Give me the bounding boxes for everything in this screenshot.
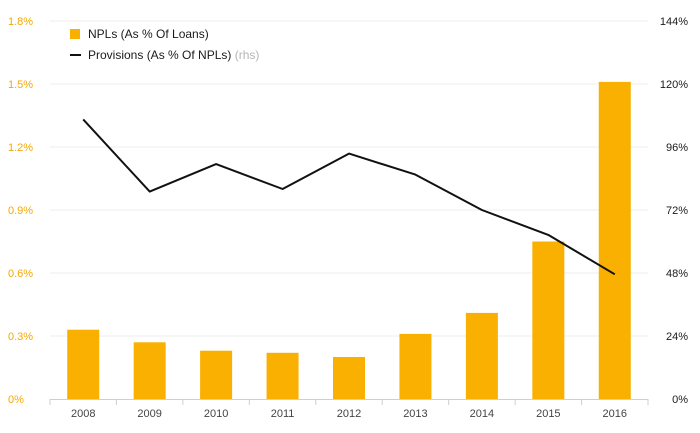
x-axis: 2008 2009 2010 2011 2012 2013 2014 2015 2016	[49, 399, 649, 420]
legend-swatch-npls	[70, 29, 80, 39]
y-left-tick-label: 1.5%	[8, 79, 33, 91]
y-axis-left: 0% 0.3% 0.6% 0.9% 1.2% 1.5% 1.8%	[8, 16, 33, 406]
bar-2014	[465, 312, 498, 399]
line-series	[82, 118, 616, 276]
y-right-tick-label: 0%	[672, 394, 688, 406]
legend-label-provisions-name: Provisions (As % Of NPLs)	[88, 48, 231, 62]
bar-series	[67, 81, 631, 400]
bar-2008	[67, 329, 100, 399]
legend-label-npls: NPLs (As % Of Loans)	[88, 27, 209, 41]
x-tick-label: 2013	[403, 408, 427, 420]
bar-2009	[133, 342, 166, 399]
x-tick-label: 2015	[536, 408, 560, 420]
y-left-tick-label: 1.2%	[8, 142, 33, 154]
provisions-line	[82, 118, 616, 276]
y-axis-right: 0% 24% 48% 72% 96% 120% 144%	[660, 16, 688, 406]
legend-label-provisions: Provisions (As % Of NPLs) (rhs)	[88, 48, 259, 62]
y-right-tick-label: 72%	[666, 205, 688, 217]
y-left-tick-label: 0.9%	[8, 205, 33, 217]
y-left-tick-label: 0.3%	[8, 331, 33, 343]
x-tick-label: 2014	[470, 408, 494, 420]
x-tick-label: 2010	[204, 408, 228, 420]
bar-2015	[532, 241, 565, 399]
x-tick-label: 2011	[271, 408, 295, 420]
bar-2016	[598, 81, 631, 400]
legend: NPLs (As % Of Loans) Provisions (As % Of…	[70, 27, 259, 62]
y-right-tick-label: 144%	[660, 16, 688, 28]
y-right-tick-label: 96%	[666, 142, 688, 154]
bar-2013	[399, 333, 432, 399]
x-tick-label: 2008	[71, 408, 95, 420]
bar-2011	[266, 352, 299, 399]
x-tick-label: 2016	[603, 408, 627, 420]
y-left-tick-label: 0%	[8, 394, 24, 406]
x-tick-label: 2009	[137, 408, 161, 420]
x-tick-label: 2012	[337, 408, 361, 420]
y-right-tick-label: 24%	[666, 331, 688, 343]
bar-2012	[333, 357, 365, 399]
y-right-tick-label: 48%	[666, 268, 688, 280]
y-right-tick-label: 120%	[660, 79, 688, 91]
legend-label-provisions-note: (rhs)	[235, 48, 260, 62]
y-left-tick-label: 1.8%	[8, 16, 33, 28]
bar-2010	[200, 350, 233, 399]
y-left-tick-label: 0.6%	[8, 268, 33, 280]
